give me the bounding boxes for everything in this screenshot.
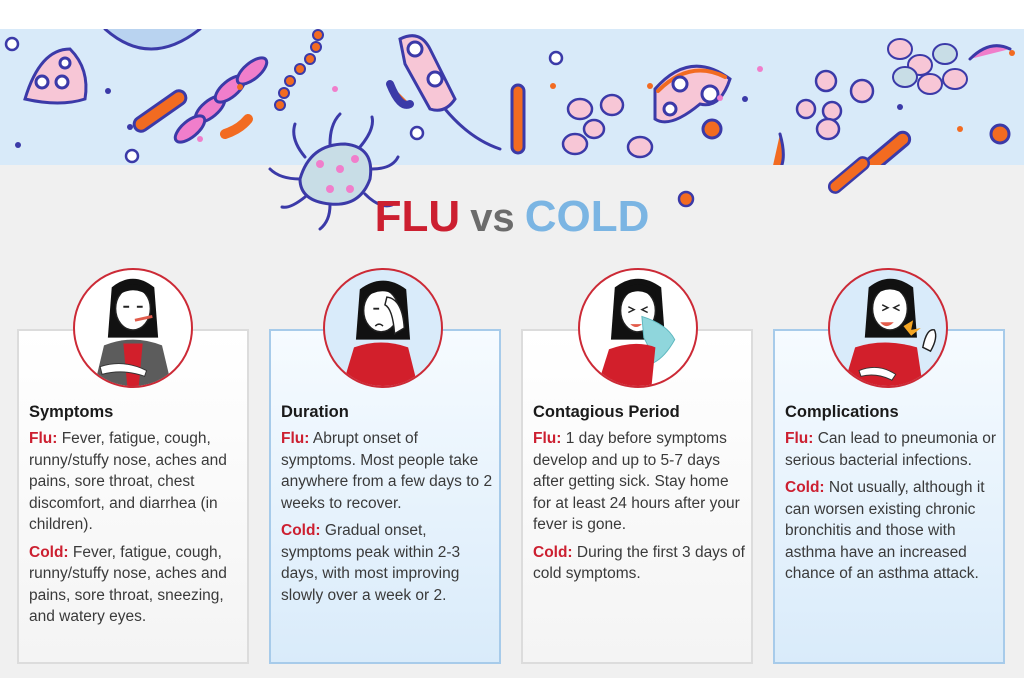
germs-banner xyxy=(0,29,1024,231)
avatar-sneezing-icon xyxy=(578,268,698,388)
title-flu: FLU xyxy=(374,192,461,241)
avatar-coughing-icon xyxy=(828,268,948,388)
flu-text: Can lead to pneumonia or serious bacteri… xyxy=(785,430,997,469)
avatar-thermometer-icon xyxy=(73,268,193,388)
cold-paragraph: Cold: Fever, fatigue, cough, runny/stuff… xyxy=(29,542,241,628)
card-heading: Symptoms xyxy=(29,403,114,421)
flu-text: Abrupt onset of symptoms. Most people ta… xyxy=(281,430,493,512)
cold-label: Cold: xyxy=(533,543,573,561)
flu-label: Flu: xyxy=(785,430,814,447)
flu-text: Fever, fatigue, cough, runny/stuffy nose… xyxy=(29,430,227,533)
flu-paragraph: Flu: 1 day before symptoms develop and u… xyxy=(533,428,745,536)
flu-label: Flu: xyxy=(533,430,562,447)
flu-paragraph: Flu: Fever, fatigue, cough, runny/stuffy… xyxy=(29,428,241,536)
germs-illustration-icon xyxy=(4,29,1015,231)
cold-text: Gradual onset, symptoms peak within 2-3 … xyxy=(281,522,461,604)
title-vs: vs xyxy=(470,196,515,240)
avatar-headache-icon xyxy=(323,268,443,388)
cold-label: Cold: xyxy=(785,479,825,496)
card-heading: Complications xyxy=(785,403,899,421)
title-cold: COLD xyxy=(524,192,650,241)
flu-text: 1 day before symptoms develop and up to … xyxy=(533,430,740,533)
flu-label: Flu: xyxy=(29,430,58,447)
cold-label: Cold: xyxy=(281,522,321,539)
flu-label: Flu: xyxy=(281,430,310,447)
card-heading: Duration xyxy=(281,403,349,421)
card-contagious-period: Contagious Period Flu: 1 day before symp… xyxy=(521,329,753,664)
page-title: FLU vs COLD xyxy=(0,192,1024,242)
card-symptoms: Symptoms Flu: Fever, fatigue, cough, run… xyxy=(17,329,249,664)
cold-label: Cold: xyxy=(29,543,69,561)
cold-paragraph: Cold: During the first 3 days of cold sy… xyxy=(533,542,745,585)
cold-paragraph: Cold: Not usually, although it can worse… xyxy=(785,477,997,585)
card-heading: Contagious Period xyxy=(533,403,680,421)
cold-paragraph: Cold: Gradual onset, symptoms peak withi… xyxy=(281,520,493,606)
flu-paragraph: Flu: Abrupt onset of symptoms. Most peop… xyxy=(281,428,493,514)
cold-text: Not usually, although it can worsen exis… xyxy=(785,479,985,582)
top-strip xyxy=(0,0,1024,29)
cold-text: During the first 3 days of cold symptoms… xyxy=(533,543,745,583)
cold-text: Fever, fatigue, cough, runny/stuffy nose… xyxy=(29,543,227,626)
flu-paragraph: Flu: Can lead to pneumonia or serious ba… xyxy=(785,428,997,471)
